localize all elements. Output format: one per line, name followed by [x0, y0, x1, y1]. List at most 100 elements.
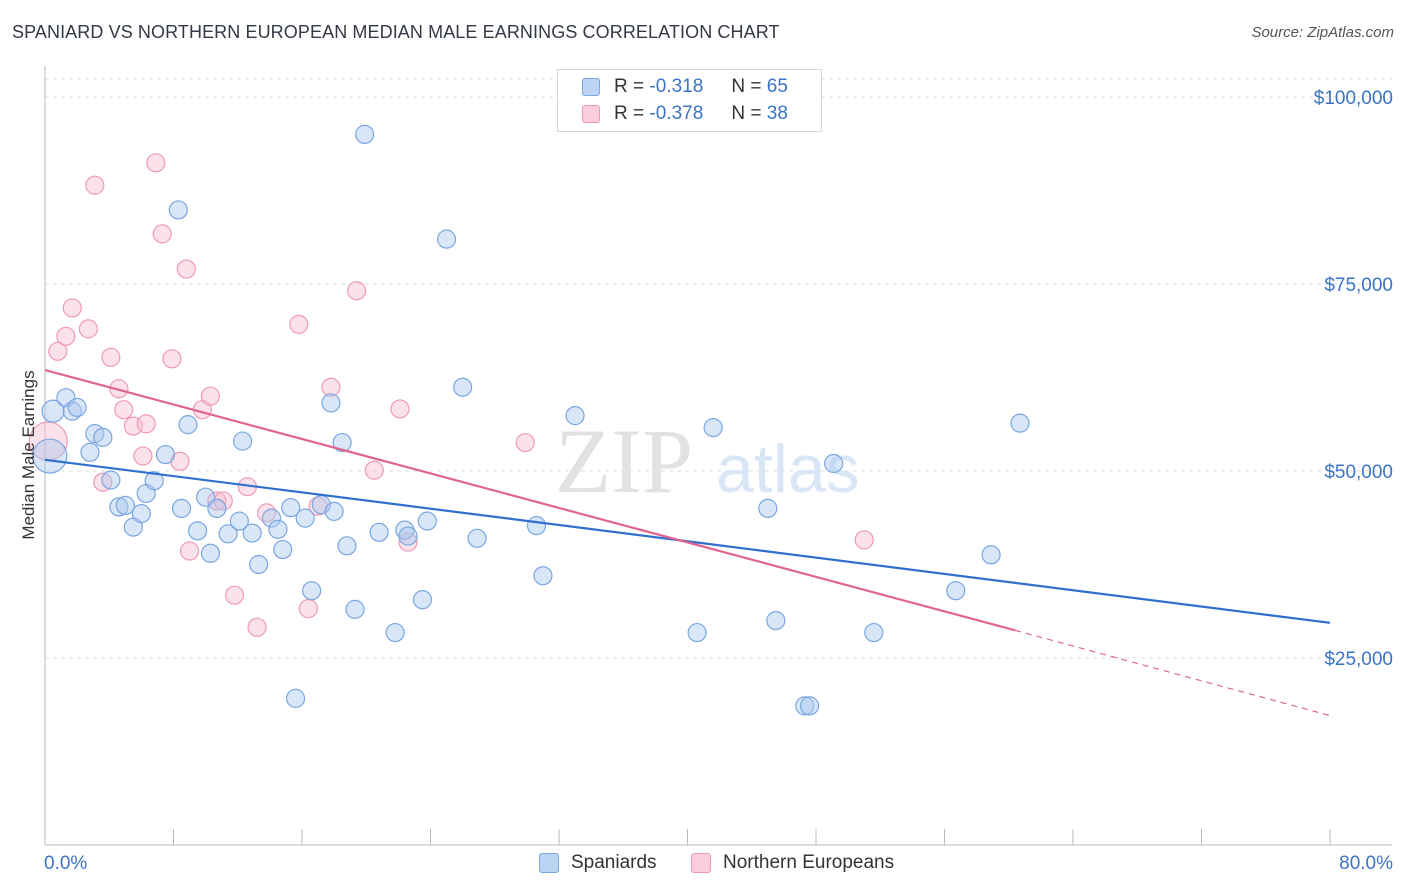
data-point-spaniard	[41, 399, 65, 423]
data-point-northern-european	[152, 224, 172, 244]
watermark-zip: ZIP	[555, 410, 693, 512]
data-point-northern-european	[162, 349, 182, 369]
data-point-spaniard	[324, 501, 344, 521]
legend-r-label: R =	[614, 76, 645, 97]
data-point-northern-european	[390, 399, 410, 419]
data-point-spaniard	[131, 504, 151, 524]
x-tick-label-max: 80.0%	[1339, 853, 1393, 874]
data-point-spaniard	[187, 521, 208, 541]
data-point-spaniard	[242, 523, 262, 543]
data-point-spaniard	[229, 511, 249, 531]
data-point-spaniard	[467, 528, 487, 548]
x-tick-label-min: 0.0%	[44, 853, 87, 874]
data-point-spaniard	[281, 498, 301, 518]
legend-r-value: -0.318	[649, 76, 704, 97]
data-point-spaniard	[155, 444, 176, 465]
legend-item-spaniards[interactable]: Spaniards	[539, 852, 657, 874]
legend-swatch-pink	[691, 853, 711, 873]
series-legend: Spaniards Northern Europeans	[0, 852, 1406, 878]
legend-swatch-blue	[539, 853, 559, 873]
data-point-northern-european	[298, 599, 319, 619]
data-point-spaniard	[703, 418, 723, 438]
legend-r-label: R =	[614, 103, 645, 124]
data-point-northern-european	[62, 298, 82, 318]
data-point-spaniard	[321, 393, 341, 413]
legend-r-value: -0.378	[649, 103, 704, 124]
data-point-spaniard	[32, 438, 68, 474]
correlation-legend: R = -0.318 N = 65 R = -0.378 N = 38	[557, 69, 822, 132]
data-point-spaniard	[453, 377, 473, 397]
data-point-spaniard	[200, 543, 221, 563]
data-point-spaniard	[144, 471, 164, 491]
data-point-spaniard	[417, 511, 437, 531]
data-point-northern-european	[78, 319, 98, 339]
data-point-spaniard	[80, 442, 100, 462]
data-point-spaniard	[687, 622, 707, 643]
data-point-spaniard	[766, 610, 786, 631]
data-point-spaniard	[67, 397, 87, 418]
data-point-spaniard	[93, 427, 113, 447]
legend-n-value: 38	[766, 103, 788, 124]
data-point-spaniard	[273, 539, 293, 560]
legend-label-northern-europeans: Northern Europeans	[723, 852, 895, 873]
data-point-spaniard	[385, 622, 405, 643]
data-point-northern-european	[93, 472, 113, 492]
legend-row-northern: R = -0.378 N = 38	[582, 101, 788, 127]
data-point-northern-european	[200, 386, 221, 406]
data-point-spaniard	[218, 524, 238, 544]
data-point-spaniard	[302, 581, 322, 601]
data-point-northern-european	[146, 153, 166, 173]
data-point-spaniard	[946, 581, 966, 601]
data-point-spaniard	[824, 453, 844, 474]
data-point-northern-european	[48, 341, 68, 361]
y-axis-title: Median Male Earnings	[19, 370, 38, 539]
data-point-northern-european	[854, 530, 874, 550]
data-point-northern-european	[321, 377, 341, 397]
data-point-spaniard	[232, 431, 253, 451]
data-point-spaniard	[345, 599, 365, 619]
data-point-spaniard	[109, 497, 129, 517]
data-point-spaniard	[795, 696, 815, 716]
y-tick-label: $75,000	[1324, 275, 1393, 296]
watermark-atlas: atlas	[716, 431, 860, 507]
data-point-spaniard	[565, 406, 585, 426]
data-point-spaniard	[526, 516, 547, 536]
data-point-spaniard	[115, 495, 135, 516]
legend-row-spaniards: R = -0.318 N = 65	[582, 74, 788, 100]
data-point-northern-european	[136, 414, 156, 434]
source-note: Source: ZipAtlas.com	[1251, 24, 1394, 41]
legend-swatch-blue	[582, 78, 600, 96]
data-point-spaniard	[268, 519, 288, 539]
data-point-spaniard	[758, 498, 778, 518]
legend-n-value: 65	[766, 76, 788, 97]
legend-item-northern-europeans[interactable]: Northern Europeans	[691, 852, 894, 874]
data-point-spaniard	[355, 124, 375, 144]
data-point-spaniard	[398, 526, 418, 546]
legend-n-label: N =	[731, 103, 762, 124]
data-point-northern-european	[179, 541, 200, 561]
data-point-spaniard	[207, 498, 227, 518]
legend-label-spaniards: Spaniards	[571, 852, 657, 873]
trendline-northern-europeans	[44, 368, 1016, 632]
data-point-spaniard	[101, 470, 121, 490]
data-point-spaniard	[436, 229, 457, 249]
data-point-spaniard	[337, 536, 357, 556]
data-point-spaniard	[864, 622, 884, 643]
chart-title: SPANIARD VS NORTHERN EUROPEAN MEDIAN MAL…	[12, 22, 780, 42]
data-point-spaniard	[249, 554, 269, 575]
data-point-northern-european	[176, 259, 196, 279]
data-point-northern-european	[398, 532, 418, 552]
data-point-northern-european	[56, 326, 76, 346]
data-point-spaniard	[395, 520, 415, 540]
data-point-northern-european	[101, 347, 121, 367]
data-point-northern-european	[247, 617, 267, 637]
data-point-spaniard	[533, 566, 553, 586]
data-point-spaniard	[412, 590, 433, 610]
legend-swatch-pink	[582, 105, 600, 123]
data-point-northern-european	[114, 400, 134, 420]
trendline-northern-europeans-extrapolated	[1015, 629, 1331, 717]
legend-n-label: N =	[731, 76, 762, 97]
y-tick-label: $25,000	[1324, 649, 1393, 670]
watermark: ZIP atlas	[555, 410, 860, 512]
data-point-spaniard	[261, 508, 282, 528]
